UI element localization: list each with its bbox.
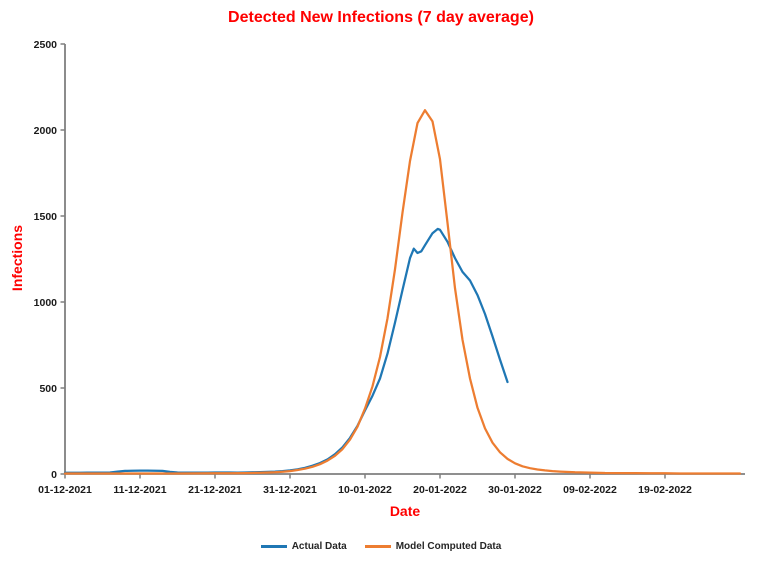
y-tick-label: 500 <box>39 383 57 395</box>
model-computed-data-line-swatch-icon <box>364 545 391 548</box>
x-tick-label: 11-12-2021 <box>113 484 166 496</box>
y-axis-title: Infections <box>9 224 25 292</box>
x-tick-label: 10-01-2022 <box>338 484 392 496</box>
x-tick-label: 09-02-2022 <box>563 484 617 496</box>
legend-item-model-computed-data: Model Computed Data <box>364 541 502 552</box>
y-tick-label: 2000 <box>34 125 58 137</box>
actual-data-line <box>63 227 509 474</box>
x-tick-label: 20-01-2022 <box>413 484 467 496</box>
chart-legend: Actual Data Model Computed Data <box>0 541 762 552</box>
legend-item-actual-data: Actual Data <box>260 541 347 552</box>
model-computed-data-line <box>63 109 742 475</box>
x-tick-label: 01-12-2021 <box>38 484 92 496</box>
legend-label: Model Computed Data <box>395 541 502 552</box>
y-tick-label: 1500 <box>34 211 58 223</box>
x-tick-label: 30-01-2022 <box>488 484 542 496</box>
y-tick-label: 0 <box>51 469 57 481</box>
chart-title: Detected New Infections (7 day average) <box>228 9 534 26</box>
y-tick-label: 2500 <box>34 39 58 51</box>
legend-label: Actual Data <box>291 541 347 552</box>
x-tick-label: 21-12-2021 <box>188 484 242 496</box>
actual-data-line-swatch-icon <box>260 545 287 548</box>
x-tick-label: 31-12-2021 <box>263 484 317 496</box>
x-tick-label: 19-02-2022 <box>638 484 692 496</box>
y-tick-label: 1000 <box>34 297 58 309</box>
x-axis-title: Date <box>389 503 421 519</box>
